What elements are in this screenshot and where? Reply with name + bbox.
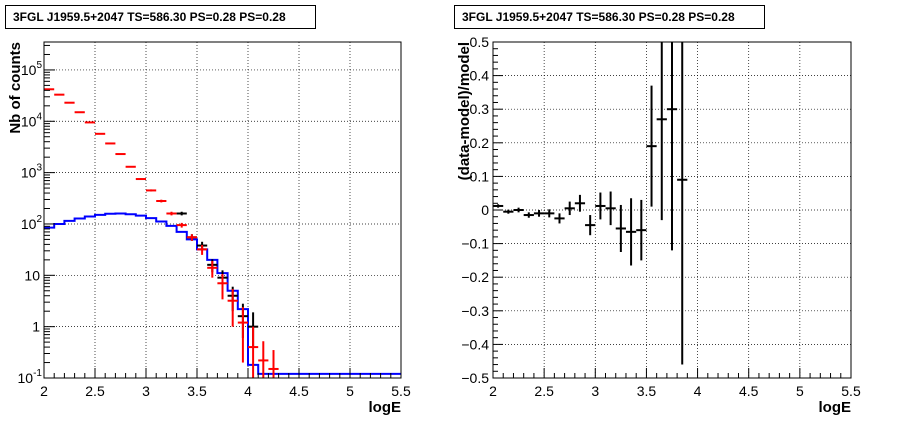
x-tick-label: 2.5 bbox=[85, 383, 105, 399]
x-tick-label: 4 bbox=[694, 383, 702, 399]
data-point-red bbox=[115, 154, 125, 155]
chart-title: 3FGL J1959.5+2047 TS=586.30 PS=0.28 PS=0… bbox=[5, 5, 316, 29]
y-tick-label: 105 bbox=[21, 60, 43, 78]
y-tick-label: −0.3 bbox=[461, 303, 489, 319]
x-tick-label: 5 bbox=[796, 383, 804, 399]
data-point-red bbox=[146, 189, 156, 191]
data-point-red bbox=[95, 134, 105, 135]
x-tick-label: 3.5 bbox=[187, 383, 207, 399]
x-tick-label: 5 bbox=[346, 383, 354, 399]
data-point-red bbox=[156, 200, 166, 203]
y-tick-label: −0.4 bbox=[461, 336, 489, 352]
x-tick-label: 4.5 bbox=[289, 383, 309, 399]
plot-area bbox=[44, 42, 401, 378]
data-point-red bbox=[126, 166, 136, 167]
counts-chart: 2 2.5 3 3.5 4 4.5 5 5.5 10-1 1 10 102 103 104 105 logE N… bbox=[0, 0, 449, 421]
x-tick-label: 4.5 bbox=[739, 383, 759, 399]
counts-panel: 3FGL J1959.5+2047 TS=586.30 PS=0.28 PS=0… bbox=[0, 0, 449, 421]
y-tick-label: 104 bbox=[21, 111, 43, 129]
data-point-red bbox=[136, 178, 146, 180]
y-tick-label: 10-1 bbox=[18, 368, 43, 386]
y-tick-label: 103 bbox=[21, 163, 43, 181]
y-axis-label: (data-model)/model bbox=[456, 42, 473, 180]
y-tick-label: 10 bbox=[24, 267, 40, 283]
chart-title: 3FGL J1959.5+2047 TS=586.30 PS=0.28 PS=0… bbox=[454, 5, 765, 29]
x-axis-label: logE bbox=[369, 399, 402, 416]
x-tick-label: 3.5 bbox=[637, 383, 657, 399]
y-tick-label: 0 bbox=[481, 202, 489, 218]
y-tick-label: −0.5 bbox=[461, 370, 489, 386]
x-tick-label: 3 bbox=[142, 383, 150, 399]
x-tick-label: 2 bbox=[40, 383, 48, 399]
x-tick-label: 5.5 bbox=[391, 383, 411, 399]
x-tick-label: 2 bbox=[489, 383, 497, 399]
x-tick-label: 3 bbox=[591, 383, 599, 399]
y-tick-label: 1 bbox=[32, 319, 40, 335]
x-tick-label: 5.5 bbox=[841, 383, 861, 399]
y-tick-label: −0.1 bbox=[461, 236, 489, 252]
y-axis-label: Nb of counts bbox=[7, 42, 24, 134]
x-tick-label: 2.5 bbox=[534, 383, 554, 399]
x-tick-label: 4 bbox=[244, 383, 252, 399]
y-tick-label: −0.2 bbox=[461, 269, 489, 285]
x-axis-label: logE bbox=[819, 399, 852, 416]
residual-panel: 3FGL J1959.5+2047 TS=586.30 PS=0.28 PS=0… bbox=[449, 0, 898, 421]
data-point-red bbox=[105, 143, 115, 144]
y-tick-label: 102 bbox=[21, 214, 43, 232]
